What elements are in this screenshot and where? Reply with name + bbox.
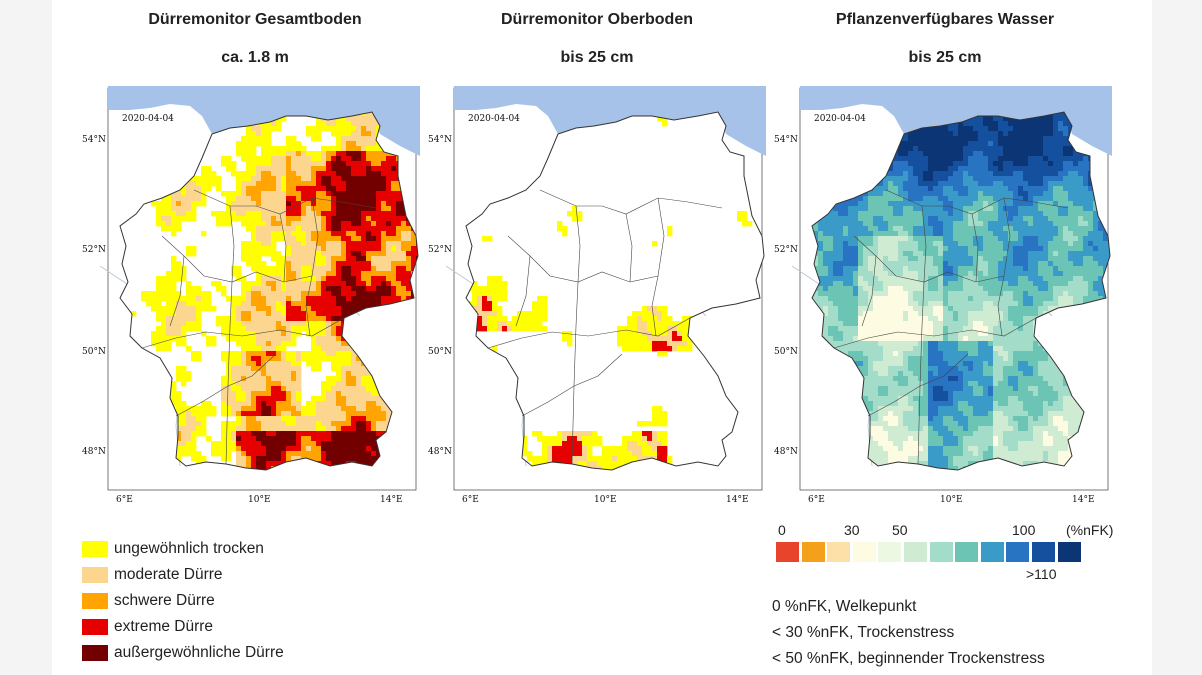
lat-tick-label: 50°N [82, 347, 106, 357]
scale-cell [801, 542, 825, 562]
map-3-svg: 54°N 52°N 50°N 48°N 6°E 10°E 14°E [774, 86, 1112, 505]
sea-area [108, 86, 420, 156]
map-1-svg: 54°N 52°N 50°N 48°N 6°E 10°E 14°E [82, 86, 420, 505]
scale-label-30: 30 [844, 522, 860, 538]
scale-label-100: 100 [1012, 522, 1036, 538]
state-border [305, 197, 319, 337]
legend-item: schwere Dürre [82, 588, 284, 614]
lon-tick-label: 14°E [726, 495, 749, 505]
state-border [971, 213, 979, 283]
legend-swatch [82, 619, 108, 635]
legend-label: schwere Dürre [114, 592, 215, 609]
lat-tick-label: 54°N [774, 135, 798, 145]
state-border [225, 205, 235, 465]
legend-label: moderate Dürre [114, 566, 223, 583]
lat-tick-label: 52°N [774, 245, 798, 255]
scale-cell [827, 542, 851, 562]
lon-tick-label: 10°E [940, 495, 963, 505]
lat-tick-label: 50°N [428, 347, 452, 357]
legend-item: moderate Dürre [82, 562, 284, 588]
map-1-date: 2020-04-04 [122, 114, 174, 124]
lat-tick-label: 48°N [82, 447, 106, 457]
scale-cells [776, 542, 1083, 562]
lon-tick-label: 6°E [808, 495, 825, 505]
note-welkepunkt: 0 %nFK, Welkepunkt [772, 598, 917, 615]
scale-cell [929, 542, 953, 562]
scale-label-50: 50 [892, 522, 908, 538]
state-border [651, 197, 665, 337]
germany-outline [119, 111, 419, 471]
state-border [515, 255, 531, 327]
legend-label: ungewöhnlich trocken [114, 540, 264, 557]
threshold-notes: 0 %nFK, Welkepunkt < 30 %nFK, Trockenstr… [772, 594, 1045, 672]
note-beginnender-trockenstress: < 50 %nFK, beginnender Trockenstress [772, 650, 1045, 667]
legend-item: außergewöhnliche Dürre [82, 640, 284, 666]
lat-tick-label: 50°N [774, 347, 798, 357]
scale-label-max: >110 [1026, 566, 1057, 582]
state-border [571, 205, 581, 465]
map-pflanzenverfuegbares-wasser: 54°N 52°N 50°N 48°N 6°E 10°E 14°E 2020-04-04 [772, 86, 1112, 506]
legend-item: ungewöhnlich trocken [82, 536, 284, 562]
scale-cell [903, 542, 927, 562]
lon-tick-label: 10°E [594, 495, 617, 505]
scale-cell [776, 542, 799, 562]
note-trockenstress: < 30 %nFK, Trockenstress [772, 624, 955, 641]
legend-label: extreme Dürre [114, 618, 214, 635]
lon-tick-label: 6°E [116, 495, 133, 505]
germany-outline [811, 111, 1111, 471]
scale-cell [1006, 542, 1030, 562]
sea-area [454, 86, 766, 156]
map-2-date: 2020-04-04 [468, 114, 520, 124]
lon-tick-label: 14°E [1072, 495, 1095, 505]
state-border [141, 317, 345, 349]
map-oberboden: 54°N 52°N 50°N 48°N 6°E 10°E 14°E 2020-04-04 [426, 86, 766, 506]
state-border [917, 205, 927, 465]
state-border [625, 213, 633, 283]
scale-label-0: 0 [778, 522, 786, 538]
lat-tick-label: 52°N [82, 245, 106, 255]
state-border [169, 255, 185, 327]
sea-area [800, 86, 1112, 156]
panel-3-subtitle: bis 25 cm [908, 49, 982, 66]
panel-1-subtitle: ca. 1.8 m [221, 49, 289, 66]
scale-cell [878, 542, 902, 562]
panel-2-subtitle: bis 25 cm [560, 49, 634, 66]
scale-unit: (%nFK) [1066, 522, 1114, 538]
scale-cell [955, 542, 979, 562]
scale-cell [980, 542, 1004, 562]
scale-cell [1057, 542, 1081, 562]
water-color-scale: 0 30 50 100 (%nFK) >110 [776, 522, 1116, 582]
drought-legend: ungewöhnlich trocken moderate Dürre schw… [82, 536, 284, 666]
map-gesamtboden: 54°N 52°N 50°N 48°N 6°E 10°E 14°E 2020-04-04 [80, 86, 420, 506]
scale-cell [852, 542, 876, 562]
scale-cell [1031, 542, 1055, 562]
lon-tick-label: 10°E [248, 495, 271, 505]
state-border [833, 317, 1037, 349]
legend-swatch [82, 645, 108, 661]
germany-outline [465, 111, 765, 471]
lon-tick-label: 6°E [462, 495, 479, 505]
state-border [861, 255, 877, 327]
lat-tick-label: 52°N [428, 245, 452, 255]
state-border [997, 197, 1011, 337]
legend-swatch [82, 541, 108, 557]
panel-1-title: Dürremonitor Gesamtboden [148, 11, 362, 28]
panel-2-title: Dürremonitor Oberboden [500, 11, 693, 28]
legend-swatch [82, 567, 108, 583]
legend-item: extreme Dürre [82, 614, 284, 640]
panel-3-title: Pflanzenverfügbares Wasser [835, 11, 1055, 28]
state-border [279, 213, 287, 283]
lon-tick-label: 14°E [380, 495, 403, 505]
lat-tick-label: 54°N [428, 135, 452, 145]
lat-tick-label: 54°N [82, 135, 106, 145]
legend-swatch [82, 593, 108, 609]
lat-tick-label: 48°N [774, 447, 798, 457]
lat-tick-label: 48°N [428, 447, 452, 457]
map-2-svg: 54°N 52°N 50°N 48°N 6°E 10°E 14°E [428, 86, 766, 505]
map-3-date: 2020-04-04 [814, 114, 866, 124]
legend-label: außergewöhnliche Dürre [114, 644, 284, 661]
state-border [487, 317, 691, 349]
